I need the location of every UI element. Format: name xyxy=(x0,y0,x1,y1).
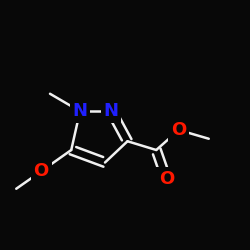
Text: O: O xyxy=(159,170,174,188)
Text: O: O xyxy=(171,121,186,139)
Text: O: O xyxy=(34,162,49,180)
Text: N: N xyxy=(104,102,119,120)
Text: N: N xyxy=(72,102,88,120)
